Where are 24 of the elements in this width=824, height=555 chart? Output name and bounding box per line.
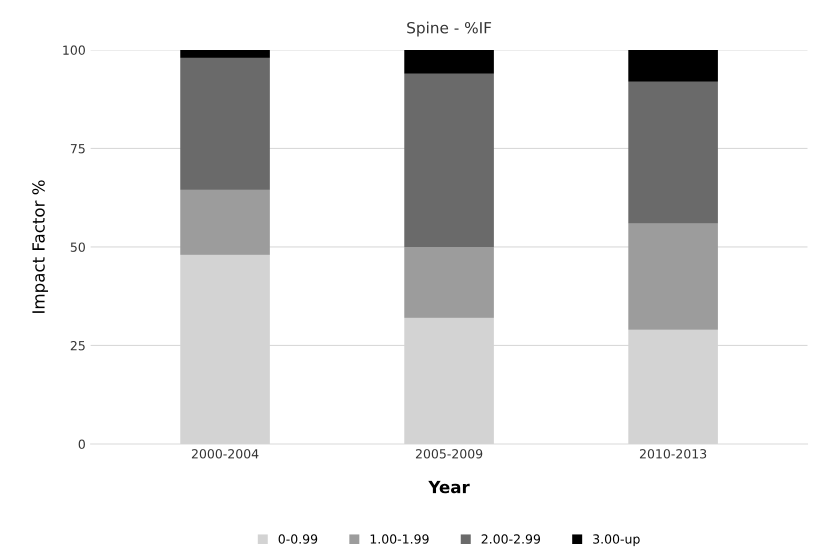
bar	[180, 190, 270, 255]
legend-label: 0-0.99	[278, 534, 318, 544]
y-axis-title: Impact Factor %	[32, 180, 48, 313]
bar	[180, 58, 270, 190]
bar	[628, 223, 718, 330]
bar	[180, 50, 270, 58]
x-tick-label: 2000-2004	[192, 449, 258, 459]
chart-title: Spine - %IF	[407, 22, 492, 36]
y-tick-label: 50	[70, 242, 85, 252]
bar	[628, 50, 718, 82]
x-tick-label: 2010-2013	[640, 449, 706, 459]
y-tick-label: 75	[70, 144, 85, 154]
x-axis-title: Year	[428, 480, 470, 494]
bar	[628, 81, 718, 224]
y-tick-label: 100	[63, 45, 85, 55]
x-tick-label: 2005-2009	[416, 449, 482, 459]
bar	[404, 246, 494, 318]
legend-label: 3.00-up	[593, 534, 640, 546]
y-tick-label: 0	[78, 439, 85, 449]
y-tick-label: 25	[70, 340, 85, 350]
bar	[404, 50, 494, 74]
bar	[404, 74, 494, 247]
legend-label: 1.00-1.99	[370, 534, 429, 544]
legend-label: 2.00-2.99	[482, 534, 540, 544]
